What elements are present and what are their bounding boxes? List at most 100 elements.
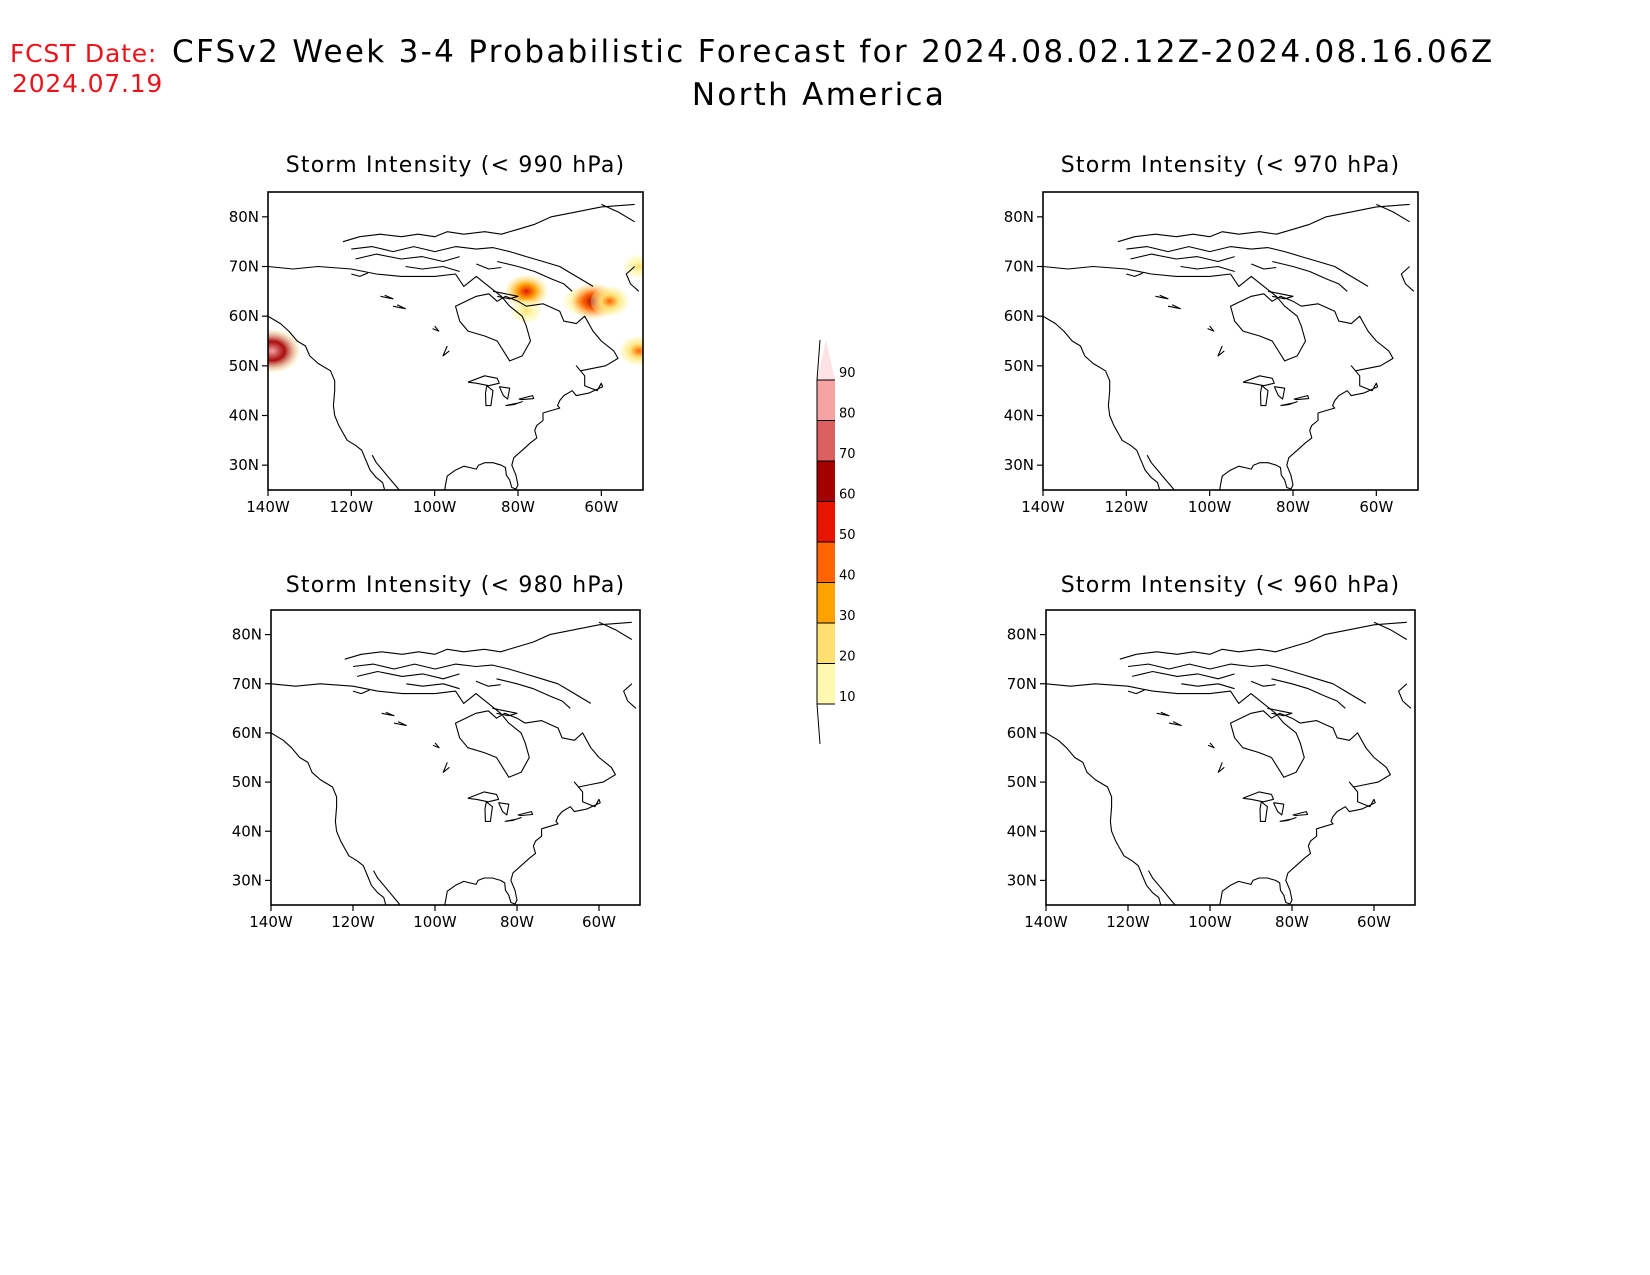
coastline: [1126, 246, 1369, 287]
coastline: [442, 762, 450, 773]
lat-tick-label: 30N: [232, 871, 262, 889]
coastline: [1293, 395, 1310, 401]
coastline: [1267, 290, 1294, 300]
coastline: [1130, 253, 1235, 263]
coastline: [475, 680, 501, 687]
lat-tick-label: 40N: [229, 407, 259, 425]
probability-hotspot: [505, 275, 548, 308]
coastline: [432, 742, 440, 749]
coastline: [492, 707, 518, 717]
coastline: [1180, 265, 1235, 273]
lon-tick-label: 60W: [1357, 913, 1391, 931]
coastline: [498, 802, 510, 816]
coastline: [484, 801, 493, 822]
coastline: [1292, 811, 1309, 817]
lat-tick-label: 80N: [229, 208, 259, 226]
lon-tick-label: 120W: [330, 498, 374, 516]
coastline: [1242, 375, 1275, 387]
lat-tick-label: 70N: [1004, 258, 1034, 276]
lon-tick-label: 80W: [1276, 498, 1310, 516]
lon-tick-label: 140W: [249, 913, 293, 931]
coastline: [1167, 304, 1182, 310]
coastline: [598, 621, 633, 640]
panel-title: Storm Intensity (< 990 hPa): [286, 153, 626, 178]
colorbar-cap-bottom: [816, 703, 821, 745]
coastline: [467, 375, 500, 387]
lat-tick-label: 70N: [229, 258, 259, 276]
lon-tick-label: 80W: [501, 498, 535, 516]
map-panels: Storm Intensity (< 990 hPa) 140W 120W 100W 8…: [229, 153, 1419, 931]
colorbar-label: 20: [839, 650, 856, 665]
coastline: [355, 253, 460, 263]
lon-tick-label: 100W: [1188, 913, 1232, 931]
lat-tick-label: 40N: [232, 822, 262, 840]
coastline: [504, 816, 522, 822]
lat-tick-label: 50N: [229, 357, 259, 375]
probability-hotspot: [268, 329, 300, 373]
coastline: [1373, 621, 1408, 640]
coastline: [1376, 203, 1410, 223]
coastline: [406, 683, 460, 690]
lat-tick-label: 70N: [1007, 675, 1037, 693]
map-frame: [1045, 609, 1416, 906]
page-subtitle: North America: [692, 77, 946, 113]
coastline: [1242, 791, 1275, 803]
coastline: [1146, 454, 1175, 490]
coastline: [1259, 385, 1269, 407]
coastline: [505, 401, 523, 407]
map-frame: [1042, 191, 1419, 491]
map-area: [1043, 203, 1415, 490]
coastline: [268, 315, 386, 490]
colorbar-label: 40: [839, 569, 856, 584]
lon-tick-label: 60W: [582, 913, 616, 931]
coastline: [1127, 689, 1145, 695]
coastline: [1400, 266, 1415, 292]
lat-tick-label: 80N: [232, 626, 262, 644]
lat-tick-label: 40N: [1007, 822, 1037, 840]
lon-tick-label: 80W: [1275, 913, 1309, 931]
lat-tick-label: 30N: [1004, 456, 1034, 474]
map-area: [1046, 621, 1412, 905]
coastline: [496, 678, 571, 709]
coastline: [1259, 801, 1268, 822]
coastline: [623, 683, 637, 709]
lon-tick-label: 100W: [1188, 498, 1232, 516]
coastline: [1251, 263, 1277, 270]
colorbar-edge: [816, 339, 821, 381]
coastline: [497, 260, 573, 292]
coastline: [442, 345, 450, 357]
coastline: [351, 246, 594, 287]
coastline: [1155, 294, 1169, 300]
coastline: [1119, 621, 1407, 660]
coastline: [271, 732, 387, 905]
colorbar-label: 70: [839, 447, 856, 462]
lon-tick-label: 120W: [331, 913, 375, 931]
lon-tick-label: 140W: [1024, 913, 1068, 931]
panel-title: Storm Intensity (< 970 hPa): [1061, 153, 1401, 178]
lon-tick-label: 60W: [1359, 498, 1393, 516]
colorbar-label: 10: [839, 690, 856, 705]
coastline: [1217, 345, 1225, 357]
coastline: [1217, 762, 1225, 773]
map-panel-970: Storm Intensity (< 970 hPa) 140W 120W 100W 8…: [1004, 153, 1419, 516]
coastline: [371, 454, 400, 490]
coastline: [1273, 386, 1286, 400]
probability-hotspot: [619, 336, 643, 366]
coastline: [518, 395, 535, 401]
coastline: [405, 265, 460, 273]
coastline: [381, 711, 395, 717]
coastline: [393, 721, 407, 727]
colorbar-swatch: [817, 461, 835, 502]
lat-tick-label: 30N: [1007, 871, 1037, 889]
lon-tick-label: 80W: [500, 913, 534, 931]
coastline: [1126, 272, 1144, 277]
coastline: [342, 203, 635, 243]
colorbar-swatch: [817, 542, 835, 583]
coastline: [1207, 742, 1215, 749]
coastline: [1043, 265, 1394, 490]
lat-tick-label: 40N: [1004, 407, 1034, 425]
coastline: [1148, 870, 1176, 905]
colorbar: 10 20 30 40 50 60 70 80 90: [816, 339, 856, 745]
colorbar-swatch: [817, 663, 835, 704]
